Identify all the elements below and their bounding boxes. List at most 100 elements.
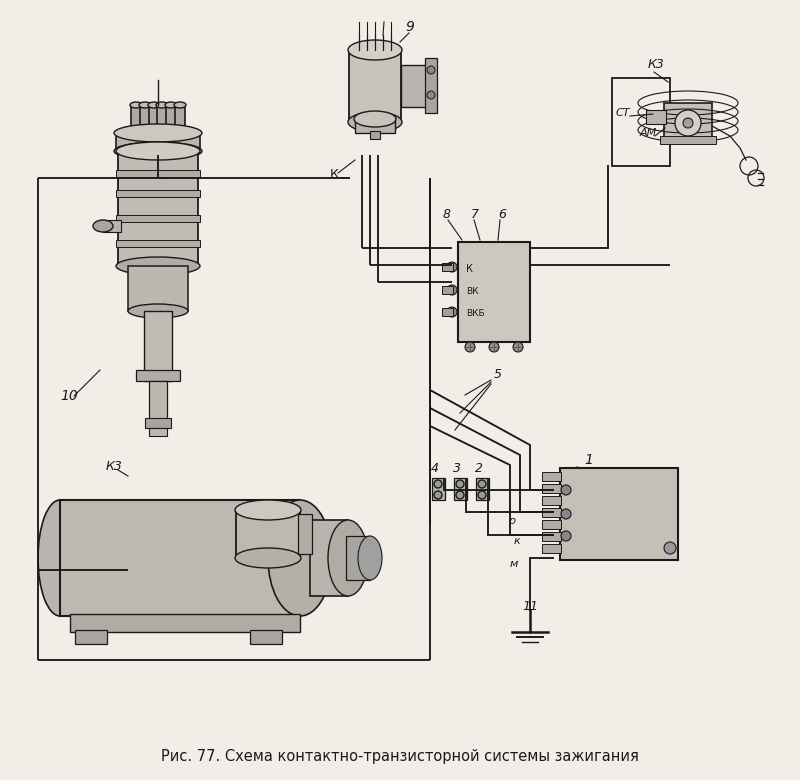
Bar	[401, 65, 429, 107]
Ellipse shape	[93, 220, 113, 232]
Text: 3: 3	[453, 462, 461, 474]
Bar	[131, 105, 141, 133]
Ellipse shape	[114, 124, 202, 142]
Ellipse shape	[139, 102, 151, 108]
Ellipse shape	[148, 102, 160, 108]
Circle shape	[561, 531, 571, 541]
Ellipse shape	[156, 130, 168, 136]
Text: К3: К3	[106, 459, 123, 473]
Bar	[128, 266, 188, 311]
Bar	[442, 263, 453, 271]
Bar	[149, 428, 167, 436]
Bar	[157, 105, 167, 133]
Ellipse shape	[130, 130, 142, 136]
Circle shape	[456, 480, 464, 488]
Bar	[542, 544, 561, 553]
Bar	[116, 215, 200, 222]
Text: К: К	[466, 264, 473, 274]
Ellipse shape	[235, 548, 301, 568]
Bar	[425, 58, 437, 113]
Ellipse shape	[348, 40, 402, 60]
Bar	[542, 520, 561, 529]
Circle shape	[561, 509, 571, 519]
Bar	[355, 119, 395, 133]
Bar	[664, 103, 712, 138]
Text: Рис. 77. Схема контактно-транзисторной системы зажигания: Рис. 77. Схема контактно-транзисторной с…	[161, 750, 639, 764]
Bar	[349, 50, 401, 122]
Ellipse shape	[130, 102, 142, 108]
Ellipse shape	[358, 536, 382, 580]
Circle shape	[465, 342, 475, 352]
Text: 5: 5	[494, 367, 502, 381]
Bar	[149, 105, 159, 133]
Text: к: к	[514, 536, 521, 546]
Text: 6: 6	[498, 207, 506, 221]
Circle shape	[427, 91, 435, 99]
Bar	[298, 514, 312, 554]
Bar	[116, 240, 200, 247]
Bar	[454, 478, 467, 500]
Ellipse shape	[38, 500, 82, 616]
Text: СТ: СТ	[616, 108, 630, 118]
Bar	[432, 478, 445, 500]
Bar	[442, 308, 453, 316]
Bar	[116, 170, 200, 177]
Bar	[542, 484, 561, 493]
Ellipse shape	[165, 102, 177, 108]
Circle shape	[434, 480, 442, 488]
Bar	[442, 286, 453, 294]
Circle shape	[478, 480, 486, 488]
Text: м: м	[510, 559, 518, 569]
Circle shape	[478, 491, 486, 499]
Ellipse shape	[128, 304, 188, 318]
Text: 1: 1	[584, 453, 593, 467]
Ellipse shape	[174, 102, 186, 108]
Ellipse shape	[148, 130, 160, 136]
Text: р: р	[508, 516, 515, 526]
Text: 10: 10	[60, 389, 78, 403]
Text: К3: К3	[648, 58, 665, 72]
Bar	[542, 508, 561, 517]
Bar	[646, 110, 666, 124]
Circle shape	[456, 491, 464, 499]
Bar	[136, 370, 180, 381]
Bar	[542, 532, 561, 541]
Bar	[145, 418, 171, 428]
Circle shape	[683, 118, 693, 128]
Ellipse shape	[116, 257, 200, 275]
Bar	[60, 500, 300, 616]
Circle shape	[675, 110, 701, 136]
Bar	[476, 478, 489, 500]
Bar	[75, 630, 107, 644]
Bar	[149, 381, 167, 423]
Text: 8: 8	[443, 207, 451, 221]
Bar	[458, 242, 530, 342]
Bar	[250, 630, 282, 644]
Bar	[236, 510, 300, 558]
Bar	[116, 133, 200, 151]
Bar	[70, 614, 300, 632]
Text: К: К	[330, 168, 339, 182]
Bar	[175, 105, 185, 133]
Circle shape	[447, 262, 457, 272]
Circle shape	[489, 342, 499, 352]
Circle shape	[427, 66, 435, 74]
Text: АМ: АМ	[640, 128, 658, 138]
Circle shape	[447, 307, 457, 317]
Ellipse shape	[114, 142, 202, 160]
Text: ВКБ: ВКБ	[466, 310, 485, 318]
Ellipse shape	[174, 130, 186, 136]
Bar	[542, 496, 561, 505]
Bar	[140, 105, 150, 133]
Ellipse shape	[156, 102, 168, 108]
Circle shape	[664, 542, 676, 554]
Ellipse shape	[139, 130, 151, 136]
Ellipse shape	[348, 112, 402, 132]
Circle shape	[513, 342, 523, 352]
Bar	[370, 131, 380, 139]
Ellipse shape	[235, 500, 301, 520]
Bar	[103, 220, 121, 232]
Ellipse shape	[268, 500, 332, 616]
Bar	[144, 311, 172, 381]
Bar	[166, 105, 176, 133]
